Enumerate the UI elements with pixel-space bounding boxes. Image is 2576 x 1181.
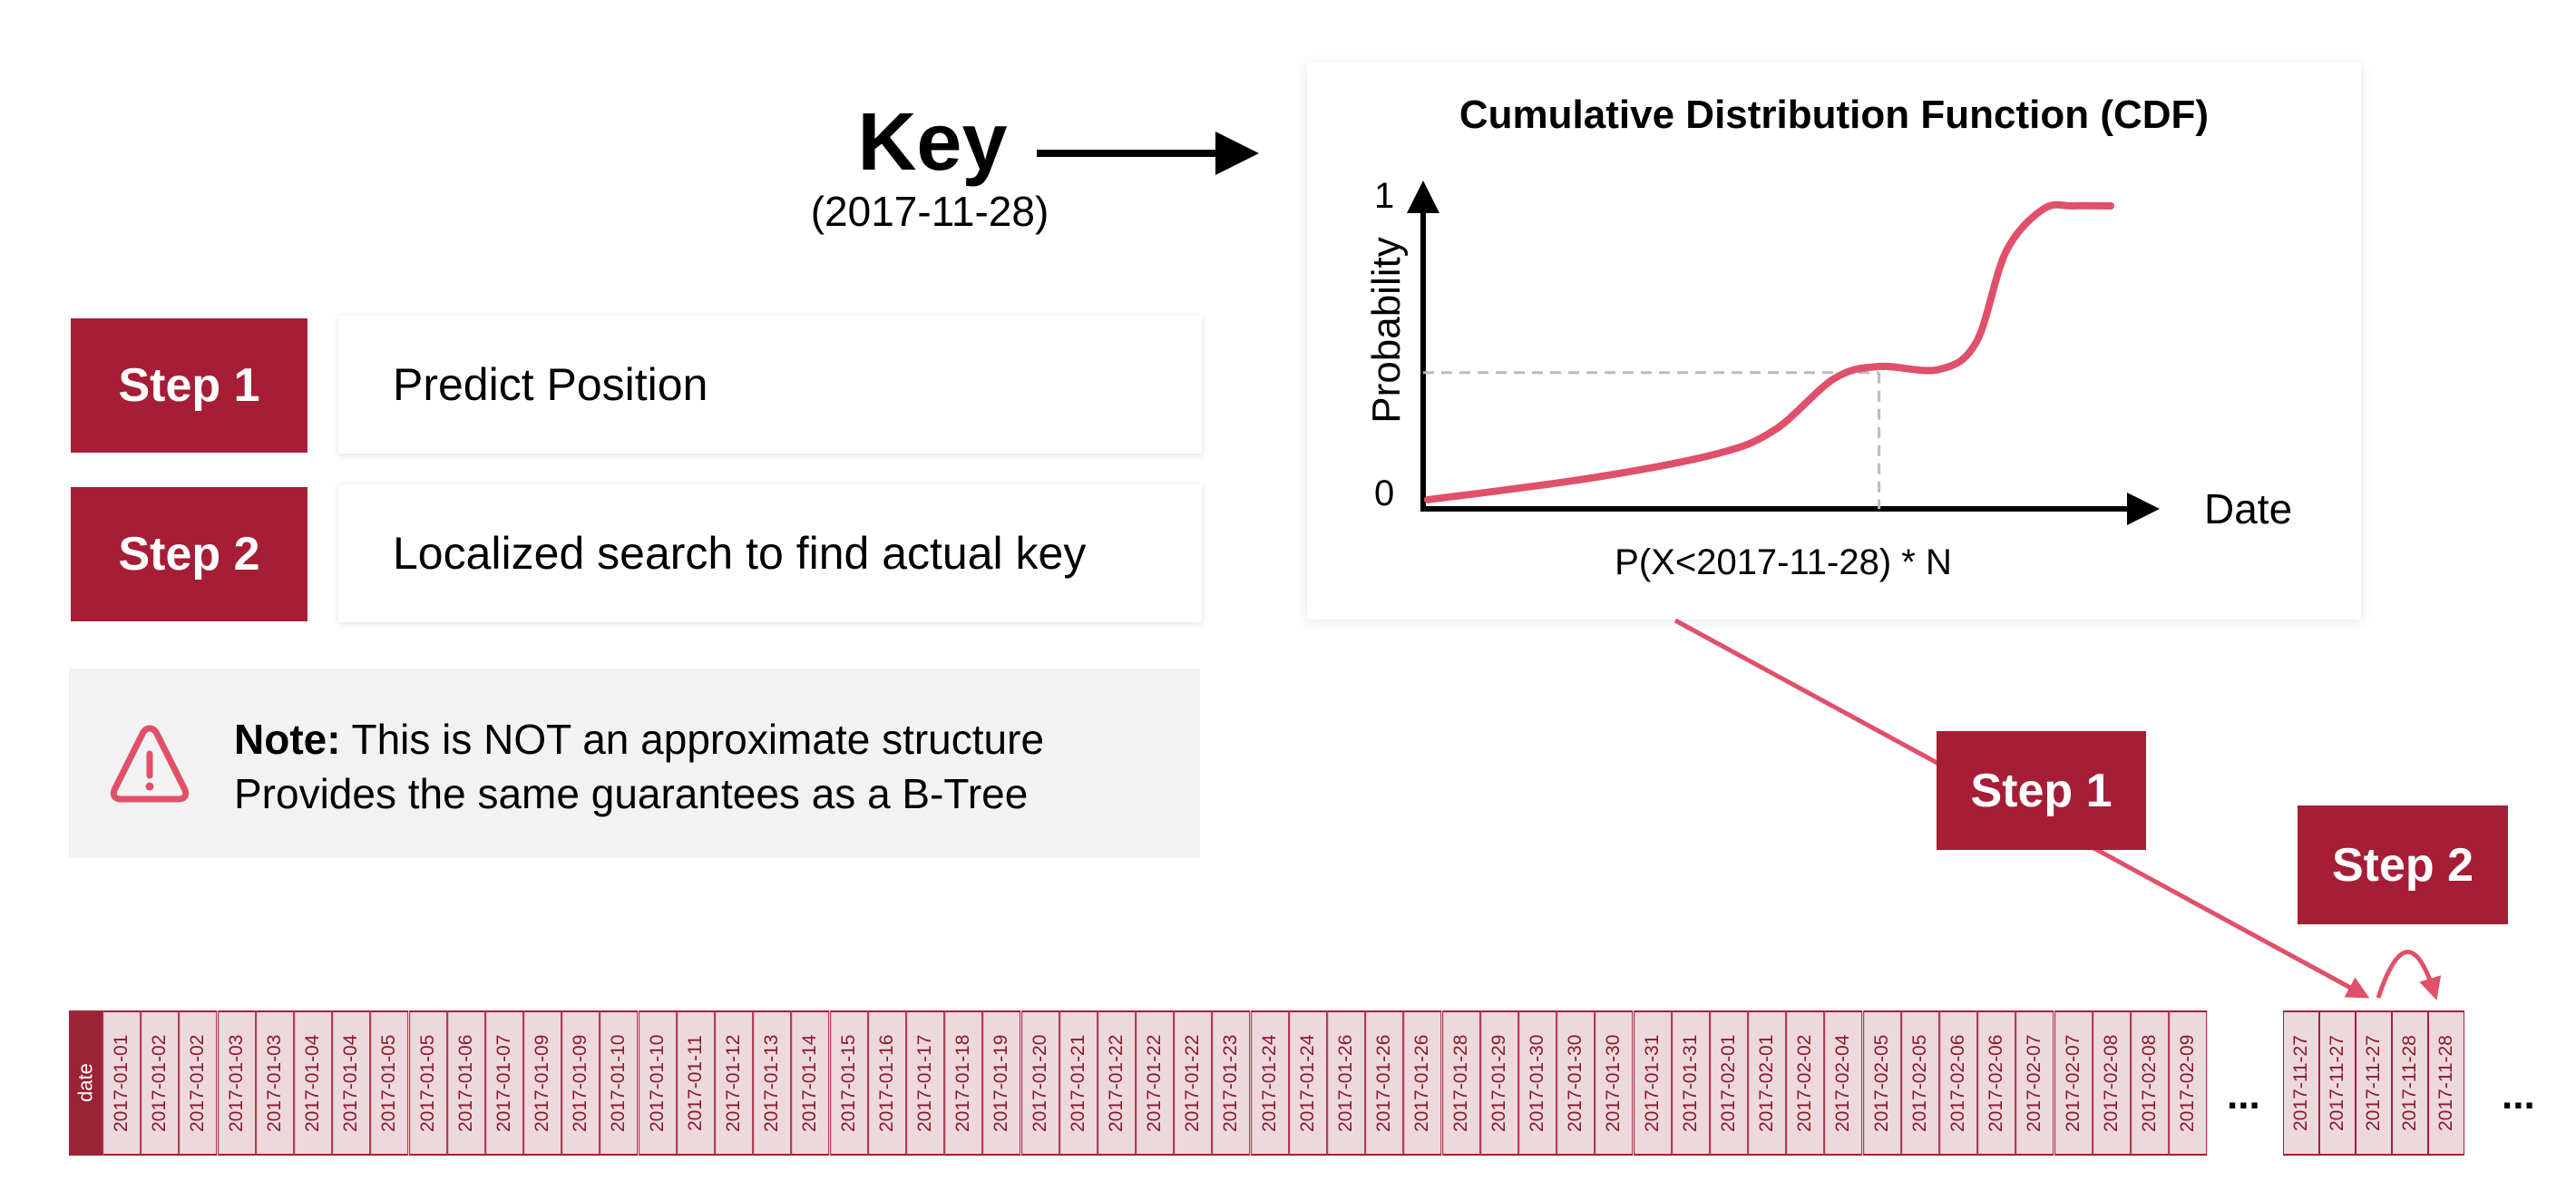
note-line-1: Note: This is NOT an approximate structu… xyxy=(234,718,1044,760)
date-cell: 2017-01-11 xyxy=(676,1010,715,1156)
date-cell: 2017-01-06 xyxy=(446,1010,485,1156)
date-cell: 2017-02-01 xyxy=(1709,1010,1749,1156)
date-cell: 2017-02-04 xyxy=(1824,1010,1863,1156)
date-cell: 2017-01-04 xyxy=(332,1010,371,1156)
date-cell: 2017-02-06 xyxy=(1939,1010,1978,1156)
date-cell: 2017-11-27 xyxy=(2356,1010,2392,1156)
note-text-1: This is NOT an approximate structure xyxy=(340,716,1045,763)
x-axis-label: Date xyxy=(2204,485,2293,532)
date-cell: 2017-11-28 xyxy=(2392,1010,2428,1156)
date-cell: 2017-01-26 xyxy=(1403,1010,1442,1156)
date-cell: 2017-01-07 xyxy=(484,1010,524,1156)
date-cell: 2017-01-31 xyxy=(1633,1010,1672,1156)
date-cell: 2017-02-09 xyxy=(2169,1010,2208,1156)
date-cell: 2017-01-22 xyxy=(1136,1010,1175,1156)
date-cell: 2017-02-05 xyxy=(1900,1010,1939,1156)
date-cell: 2017-01-10 xyxy=(638,1010,677,1156)
date-cell: 2017-01-02 xyxy=(141,1010,180,1156)
date-cell: 2017-01-16 xyxy=(867,1010,906,1156)
cdf-curve xyxy=(1423,200,2115,503)
date-cell: 2017-01-26 xyxy=(1365,1010,1404,1156)
date-cell: 2017-02-01 xyxy=(1748,1010,1787,1156)
date-cell: 2017-02-08 xyxy=(2092,1010,2131,1156)
date-column-strip-2: 2017-11-27 2017-11-27 2017-11-27 2017-11-28… xyxy=(2283,1010,2464,1156)
date-cell: 2017-01-12 xyxy=(715,1010,754,1156)
date-cell: 2017-02-07 xyxy=(2015,1010,2054,1156)
date-column-strip: date 2017-01-01 2017-01-02 2017-01-02 2017-… xyxy=(69,1010,2208,1156)
date-cell: 2017-01-18 xyxy=(944,1010,983,1156)
date-cell: 2017-01-03 xyxy=(255,1010,294,1156)
date-cell: 2017-01-13 xyxy=(753,1010,792,1156)
date-cell: 2017-11-27 xyxy=(2319,1010,2356,1156)
search-arrow xyxy=(2376,950,2442,1000)
ellipsis-1: ... xyxy=(2227,1073,2260,1118)
date-cell: 2017-01-29 xyxy=(1479,1010,1518,1156)
date-cell: 2017-02-05 xyxy=(1862,1010,1901,1156)
y-tick-0: 0 xyxy=(1374,473,1395,513)
date-cell: 2017-01-22 xyxy=(1097,1010,1137,1156)
date-cell: 2017-01-30 xyxy=(1595,1010,1634,1156)
key-title: Key xyxy=(857,97,1008,188)
date-cell: 2017-01-23 xyxy=(1212,1010,1251,1156)
date-cell: 2017-01-30 xyxy=(1517,1010,1557,1156)
date-cell: 2017-02-02 xyxy=(1786,1010,1825,1156)
date-cell: 2017-01-19 xyxy=(982,1010,1021,1156)
warning-triangle-icon xyxy=(110,725,190,803)
flow-step-1-tag: Step 1 xyxy=(1937,731,2146,850)
date-cell: 2017-02-06 xyxy=(1977,1010,2016,1156)
step-1-label: Predict Position xyxy=(393,359,708,410)
date-cell: 2017-01-05 xyxy=(370,1010,409,1156)
date-cell: 2017-01-09 xyxy=(523,1010,562,1156)
date-cell: 2017-02-07 xyxy=(2054,1010,2093,1156)
date-cell: 2017-01-09 xyxy=(561,1010,600,1156)
column-header: date xyxy=(69,1010,102,1156)
date-cell: 2017-01-03 xyxy=(217,1010,256,1156)
chart-card xyxy=(1307,63,2361,620)
date-cell: 2017-01-22 xyxy=(1174,1010,1213,1156)
chart-caption: P(X<2017-11-28) * N xyxy=(1615,542,1952,582)
date-cell: 2017-01-15 xyxy=(829,1010,868,1156)
date-cell: 2017-01-20 xyxy=(1020,1010,1059,1156)
date-cell: 2017-01-17 xyxy=(905,1010,945,1156)
step-1-row: Predict Position xyxy=(338,316,1202,454)
date-cell: 2017-01-31 xyxy=(1671,1010,1710,1156)
ellipsis-2: ... xyxy=(2502,1073,2535,1118)
note-line-2: Provides the same guarantees as a B-Tree xyxy=(234,770,1029,817)
date-cell: 2017-01-30 xyxy=(1556,1010,1595,1156)
date-cell: 2017-01-24 xyxy=(1288,1010,1327,1156)
date-cell: 2017-11-27 xyxy=(2283,1010,2319,1156)
date-cell: 2017-01-10 xyxy=(600,1010,639,1156)
date-cell: 2017-01-21 xyxy=(1059,1010,1098,1156)
date-cell: 2017-11-28 xyxy=(2428,1010,2464,1156)
flow-step-2-tag: Step 2 xyxy=(2298,805,2508,924)
y-tick-1: 1 xyxy=(1374,176,1395,216)
note-bold: Note: xyxy=(234,716,341,763)
step-2-tag: Step 2 xyxy=(71,487,307,621)
date-cell: 2017-01-14 xyxy=(791,1010,830,1156)
date-cell: 2017-01-02 xyxy=(179,1010,218,1156)
date-cell: 2017-01-05 xyxy=(408,1010,447,1156)
step-1-tag: Step 1 xyxy=(71,318,307,453)
date-cell: 2017-01-26 xyxy=(1327,1010,1366,1156)
step-2-row: Localized search to find actual key xyxy=(338,484,1202,622)
note-box xyxy=(69,669,1200,858)
date-cell: 2017-01-28 xyxy=(1441,1010,1480,1156)
date-cell: 2017-01-01 xyxy=(102,1010,141,1156)
date-cell: 2017-01-24 xyxy=(1250,1010,1289,1156)
chart-title: Cumulative Distribution Function (CDF) xyxy=(1459,93,2210,137)
key-value: (2017-11-28) xyxy=(810,188,1049,235)
date-cell: 2017-01-04 xyxy=(293,1010,333,1156)
date-cell: 2017-02-08 xyxy=(2130,1010,2170,1156)
step-2-label: Localized search to find actual key xyxy=(393,528,1087,579)
